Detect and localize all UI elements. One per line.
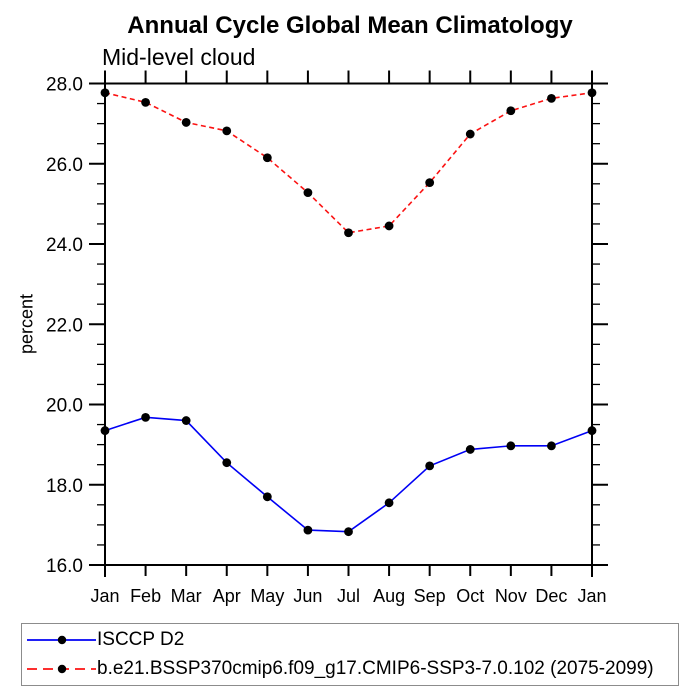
data-point — [262, 492, 272, 502]
data-point — [181, 416, 191, 425]
x-tick-label: Nov — [495, 586, 527, 606]
x-tick-label: Jul — [337, 586, 360, 606]
x-tick-label: Oct — [456, 586, 484, 606]
data-point — [465, 129, 475, 139]
x-tick-label: Mar — [171, 586, 202, 606]
data-point — [384, 498, 394, 508]
x-tick-label: Jan — [577, 586, 606, 606]
y-tick-label: 18.0 — [46, 476, 83, 497]
data-point — [506, 106, 516, 116]
data-point — [303, 188, 313, 198]
chart-subtitle: Mid-level cloud — [102, 44, 256, 70]
data-point — [262, 153, 272, 163]
plot-area: 16.0 18.0 20.0 22.0 24.0 26.0 28.0 Jan Feb Mar Apr… — [46, 70, 608, 606]
y-tick-label: 22.0 — [46, 315, 83, 336]
data-point — [222, 126, 232, 136]
y-tick-label: 20.0 — [46, 396, 83, 417]
data-point — [465, 445, 475, 454]
series-line-0 — [104, 416, 593, 533]
data-point — [100, 88, 110, 98]
data-point — [425, 461, 435, 471]
data-point — [587, 88, 597, 98]
legend-label: ISCCP D2 — [97, 629, 185, 650]
y-tick-label: 16.0 — [46, 556, 83, 577]
data-point — [344, 527, 353, 537]
x-tick-label: Aug — [373, 586, 405, 606]
series-line-1 — [104, 91, 593, 234]
x-tick-label: Feb — [130, 586, 161, 606]
data-point — [547, 441, 556, 451]
x-tick-label: Jun — [293, 586, 322, 606]
y-tick-label: 24.0 — [46, 235, 83, 256]
x-tick-label: Sep — [414, 586, 446, 606]
x-tick-label: Apr — [213, 586, 241, 606]
chart-title: Annual Cycle Global Mean Climatology — [127, 12, 573, 39]
y-tick-label: 28.0 — [46, 75, 83, 96]
data-point — [303, 525, 313, 535]
legend-item-isccp: ISCCP D2 — [22, 629, 678, 651]
legend-label: b.e21.BSSP370cmip6.f09_g17.CMIP6-SSP3-7.… — [97, 658, 654, 679]
legend-box: ISCCP D2 b.e21.BSSP370cmip6.f09_g17.CMIP… — [21, 623, 679, 686]
legend-marker-icon — [57, 635, 67, 645]
data-point — [425, 178, 435, 188]
y-tick-label: 26.0 — [46, 155, 83, 176]
data-point — [100, 426, 110, 435]
legend-marker-icon — [57, 664, 67, 674]
x-tick-label: May — [250, 586, 284, 606]
x-tick-label: Dec — [535, 586, 567, 606]
data-point — [141, 412, 150, 422]
data-point — [547, 93, 556, 103]
legend-item-model: b.e21.BSSP370cmip6.f09_g17.CMIP6-SSP3-7.… — [22, 658, 678, 680]
data-point — [222, 458, 232, 468]
x-tick-label: Jan — [90, 586, 119, 606]
legend-dashed-line-sample — [27, 664, 96, 674]
data-point — [141, 97, 150, 107]
data-point — [587, 426, 597, 435]
data-point — [181, 118, 191, 127]
data-point — [344, 228, 353, 238]
data-point — [384, 221, 394, 231]
legend-solid-line-sample — [27, 635, 96, 645]
data-point — [506, 441, 516, 451]
